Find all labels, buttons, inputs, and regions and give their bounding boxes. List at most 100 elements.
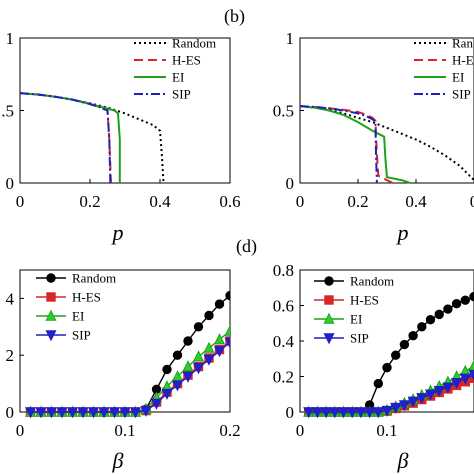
panel-label: (b): [224, 6, 245, 27]
legend-marker: [323, 312, 335, 324]
data-point: [346, 407, 358, 418]
series-line-sip: [20, 92, 112, 184]
data-point: [183, 336, 193, 346]
legend-entry: H-ES: [72, 290, 101, 305]
x-axis-label: β: [112, 448, 124, 473]
data-point: [98, 407, 110, 418]
data-point: [434, 309, 444, 320]
y-tick-label: 0: [286, 403, 295, 422]
data-point: [407, 396, 419, 408]
y-tick-label: 0.8: [273, 261, 294, 280]
data-point: [66, 407, 79, 418]
y-tick-label: 0.4: [273, 332, 295, 351]
legend-entry: SIP: [72, 328, 91, 343]
x-axis-label: p: [111, 220, 124, 245]
panel-d: 0 0.1 0 0.2 0.4 0.6 0.8 β (d) Random H-ES EI SIP: [236, 236, 474, 473]
data-point: [364, 407, 376, 418]
data-point: [119, 407, 131, 418]
data-point: [424, 389, 437, 401]
data-point: [108, 407, 121, 418]
legend-entry: SIP: [452, 87, 471, 102]
panel-label: (d): [236, 236, 257, 257]
data-point: [303, 407, 315, 418]
x-tick-label: 0: [16, 421, 25, 440]
data-point: [193, 322, 204, 332]
legend-entry: EI: [452, 70, 464, 85]
data-point: [162, 364, 172, 375]
data-point: [355, 407, 367, 418]
series-line-sip: [300, 105, 378, 184]
legend-entry: H-ES: [350, 293, 379, 308]
legend-marker: [324, 276, 334, 286]
y-tick-label: .5: [1, 102, 14, 121]
series-group: [303, 291, 474, 418]
data-point: [373, 378, 383, 389]
data-point: [182, 371, 194, 383]
legend-entry: SIP: [172, 87, 191, 102]
y-tick-label: 1: [286, 29, 295, 48]
data-point: [129, 407, 142, 418]
y-tick-label: 0.5: [273, 102, 294, 121]
series-group: [300, 105, 474, 184]
data-point: [161, 388, 173, 400]
data-point: [433, 386, 445, 398]
data-point: [192, 350, 205, 362]
data-point: [140, 405, 152, 417]
x-tick-label: 0.1: [376, 421, 397, 440]
data-point: [56, 407, 68, 418]
series-line-ei: [20, 92, 121, 183]
legend-entry: Random: [172, 36, 216, 51]
x-tick-label: 0.6: [219, 192, 240, 211]
axes-frame: [19, 269, 231, 413]
legend-marker: [46, 292, 56, 302]
data-point: [171, 380, 184, 392]
data-point: [204, 310, 214, 321]
data-point: [213, 333, 226, 345]
data-point: [213, 346, 226, 358]
data-point: [214, 299, 225, 309]
data-point: [182, 360, 194, 372]
x-tick-label: 0: [16, 192, 25, 211]
data-point: [24, 407, 37, 418]
data-point: [442, 382, 454, 394]
data-point: [224, 337, 230, 349]
series-group: [24, 290, 230, 418]
data-point: [451, 378, 463, 390]
panel-c: 0 0.1 0.2 0 2 4 β Random H-ES EI SIP: [6, 269, 241, 473]
data-point: [77, 407, 89, 418]
data-point: [172, 350, 183, 360]
y-tick-label: 0.2: [273, 368, 294, 387]
legend-marker: [45, 330, 57, 342]
series-line-h-es: [30, 340, 230, 413]
legend-marker: [323, 333, 335, 345]
series-line-ei: [300, 105, 411, 184]
data-point: [460, 295, 470, 305]
data-point: [391, 350, 401, 360]
data-point: [451, 299, 462, 309]
series-line-h-es: [300, 105, 394, 184]
series-line-ei: [30, 330, 230, 413]
data-point: [425, 315, 436, 325]
series-group: [20, 92, 165, 184]
y-tick-label: 1: [6, 29, 15, 48]
legend-entry: Random: [72, 271, 116, 286]
data-point: [150, 398, 163, 410]
data-point: [337, 407, 350, 418]
y-tick-label: 0: [6, 174, 15, 193]
x-tick-label: 0.1: [114, 421, 135, 440]
legend-entry: H-ES: [452, 53, 474, 68]
x-tick-label: 0.2: [347, 192, 368, 211]
data-point: [398, 400, 410, 412]
x-axis-label: p: [396, 220, 409, 245]
legend-entry: H-ES: [172, 53, 201, 68]
data-point: [408, 330, 418, 341]
data-point: [468, 370, 474, 382]
legend-entry: Random: [350, 274, 394, 289]
legend-marker: [45, 309, 57, 321]
data-point: [372, 407, 384, 418]
x-axis-label: β: [397, 448, 409, 473]
data-point: [225, 290, 230, 301]
panel-a: 0 0.2 0.4 0.6 0 .5 1 p Random H-ES EI SIP: [1, 29, 240, 245]
x-tick-label: 0: [470, 192, 474, 211]
